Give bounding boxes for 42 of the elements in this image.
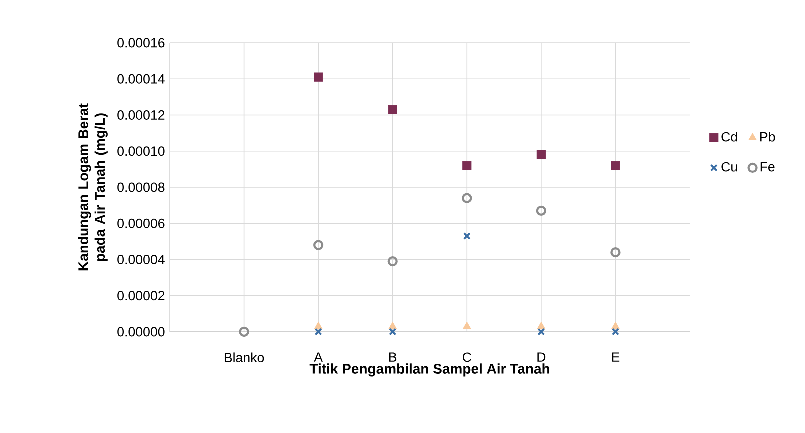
point	[388, 256, 398, 267]
x-tick-label: E	[612, 352, 620, 362]
y-tick-label: 0.00016	[118, 38, 165, 48]
point	[612, 322, 620, 329]
point	[314, 72, 324, 82]
point	[388, 105, 398, 114]
point	[463, 322, 472, 329]
x-tick-label: A	[314, 352, 323, 362]
point	[611, 161, 620, 170]
x-tick-label: C	[462, 352, 472, 362]
legend-label: Cd	[722, 132, 738, 142]
point	[314, 328, 322, 336]
point	[463, 232, 471, 240]
x-tick-label: Blanko	[224, 352, 264, 362]
legend-label: Cu	[722, 162, 738, 172]
legend-label: Fe	[760, 162, 775, 172]
y-axis-title: Kandungan Logam Berat pada Air Tanah (mg/L)	[78, 104, 108, 271]
point	[536, 206, 546, 216]
point	[537, 322, 546, 329]
point	[314, 322, 323, 329]
y-tick-label: 0.00008	[118, 182, 165, 192]
point	[536, 150, 546, 160]
y-tick-label: 0.00006	[118, 218, 165, 228]
y-tick-label: 0.00002	[118, 291, 165, 301]
x-axis-title: Titik Pengambilan Sampel Air Tanah	[310, 364, 550, 377]
point	[462, 193, 472, 204]
y-tick-label: 0.00004	[118, 255, 165, 264]
legend-label: Pb	[760, 132, 776, 142]
y-tick-label: 0.00014	[118, 74, 165, 84]
point	[388, 322, 397, 329]
point	[610, 247, 621, 258]
y-tick-label: 0.00010	[118, 146, 165, 156]
point	[612, 328, 620, 336]
point	[239, 326, 250, 338]
x-tick-label: B	[390, 352, 397, 362]
y-tick-label: 0.00000	[118, 327, 165, 337]
point	[389, 328, 397, 336]
x-tick-label: D	[538, 352, 546, 362]
point	[462, 161, 472, 170]
y-tick-label: 0.00012	[118, 110, 165, 120]
point	[538, 328, 546, 336]
point	[314, 240, 324, 250]
